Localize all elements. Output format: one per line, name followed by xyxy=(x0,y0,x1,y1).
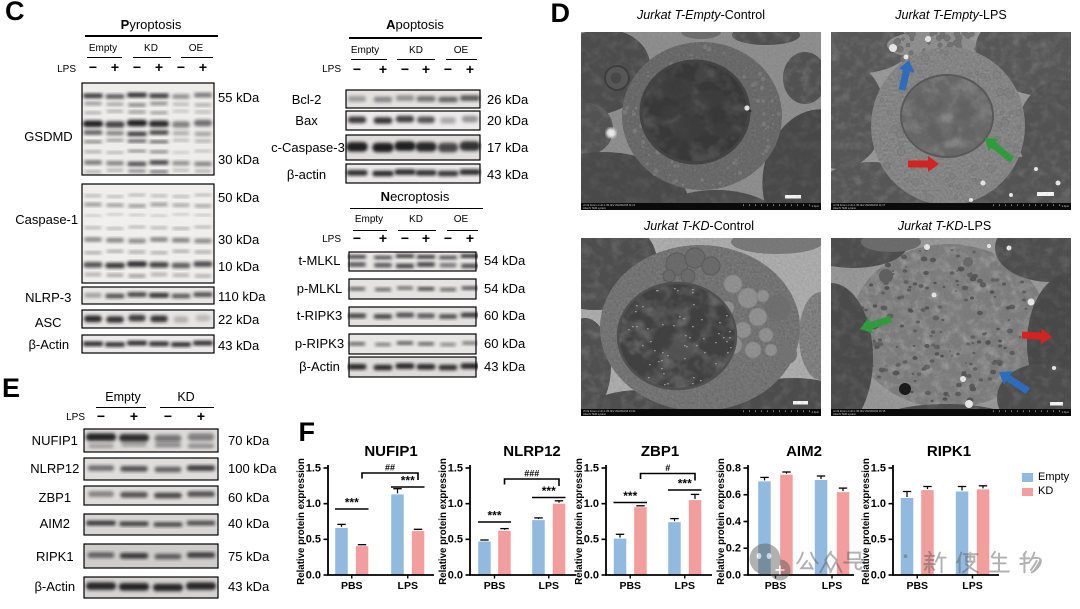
svg-text:0.5: 0.5 xyxy=(871,534,886,546)
svg-text:0.6: 0.6 xyxy=(726,489,741,501)
svg-text:2.0µm: 2.0µm xyxy=(1062,204,1069,208)
svg-text:***: *** xyxy=(623,489,637,503)
svg-text:0.4: 0.4 xyxy=(726,516,742,528)
svg-text:1.0: 1.0 xyxy=(871,498,886,510)
svg-text:0.0: 0.0 xyxy=(306,569,321,581)
svg-text:LPS: LPS xyxy=(539,580,559,592)
svg-text:PBS: PBS xyxy=(484,580,506,592)
svg-text:PBS: PBS xyxy=(906,580,928,592)
svg-text:0.5: 0.5 xyxy=(448,534,463,546)
svg-text:0.5: 0.5 xyxy=(584,534,599,546)
svg-text:PBS: PBS xyxy=(765,580,787,592)
svg-text:0.5: 0.5 xyxy=(306,534,321,546)
svg-text:LPS: LPS xyxy=(675,580,695,592)
svg-text:2.0µm: 2.0µm xyxy=(1062,410,1069,414)
svg-text:0.0: 0.0 xyxy=(448,569,463,581)
svg-text:1.5: 1.5 xyxy=(448,462,463,474)
svg-text:0.0: 0.0 xyxy=(584,569,599,581)
svg-text:#: # xyxy=(665,463,670,473)
svg-text:x5.0k Zoom-1 HC-1 80.0kV 2022/: x5.0k Zoom-1 HC-1 80.0kV 2022/02/18 13:4… xyxy=(583,409,636,413)
svg-text:PBS: PBS xyxy=(341,580,363,592)
svg-text:LPS: LPS xyxy=(962,580,982,592)
svg-text:1.0: 1.0 xyxy=(306,498,321,510)
svg-text:2.0µm: 2.0µm xyxy=(812,204,819,208)
svg-text:x6.0k Zoom-1 HC-1 80.0kV 2022/: x6.0k Zoom-1 HC-1 80.0kV 2022/02/18 11:2… xyxy=(583,203,636,207)
svg-text:RIPK1: RIPK1 xyxy=(927,443,971,460)
svg-text:AIM2: AIM2 xyxy=(786,443,822,460)
svg-text:1.5: 1.5 xyxy=(871,462,886,474)
svg-text:x2.5k Zoom-1 HC-1 80.0kV 2022/: x2.5k Zoom-1 HC-1 80.0kV 2022/02/16 11:1… xyxy=(833,203,886,207)
svg-text:NUFIP1: NUFIP1 xyxy=(364,443,417,460)
svg-text:Relative protein expression: Relative protein expression xyxy=(861,458,872,585)
svg-text:ZBP1: ZBP1 xyxy=(641,443,679,460)
svg-text:0.0: 0.0 xyxy=(726,569,741,581)
svg-text:###: ### xyxy=(524,469,539,479)
svg-text:2.0µm: 2.0µm xyxy=(812,410,819,414)
svg-text:LPS: LPS xyxy=(822,580,842,592)
svg-text:Relative protein expression: Relative protein expression xyxy=(716,458,727,585)
svg-text:***: *** xyxy=(678,477,692,491)
svg-text:0.2: 0.2 xyxy=(726,543,741,555)
svg-text:Hitachi TEM system: Hitachi TEM system xyxy=(833,412,856,416)
svg-text:1.0: 1.0 xyxy=(448,498,463,510)
svg-text:***: *** xyxy=(542,484,556,498)
svg-text:0.8: 0.8 xyxy=(726,462,741,474)
svg-text:***: *** xyxy=(345,496,359,510)
svg-text:***: *** xyxy=(487,509,501,523)
svg-text:Relative protein expression: Relative protein expression xyxy=(438,458,449,585)
svg-text:***: *** xyxy=(401,474,415,488)
svg-text:1.0: 1.0 xyxy=(584,498,599,510)
svg-text:##: ## xyxy=(385,463,395,473)
svg-text:LPS: LPS xyxy=(398,580,418,592)
svg-text:Hitachi TEM system: Hitachi TEM system xyxy=(583,206,606,210)
svg-text:Hitachi TEM system: Hitachi TEM system xyxy=(833,206,856,210)
svg-text:Relative protein expression: Relative protein expression xyxy=(296,458,307,585)
svg-text:1.5: 1.5 xyxy=(306,462,321,474)
svg-text:NLRP12: NLRP12 xyxy=(503,443,561,460)
svg-text:Hitachi TEM system: Hitachi TEM system xyxy=(583,412,606,416)
svg-text:1.5: 1.5 xyxy=(584,462,599,474)
svg-text:0.0: 0.0 xyxy=(871,569,886,581)
svg-text:PBS: PBS xyxy=(619,580,641,592)
svg-text:Relative protein expression: Relative protein expression xyxy=(574,458,585,585)
svg-text:x2.0k Zoom-1 HC-1 80.0kV 2022/: x2.0k Zoom-1 HC-1 80.0kV 2022/02/02 16:1… xyxy=(833,409,886,413)
